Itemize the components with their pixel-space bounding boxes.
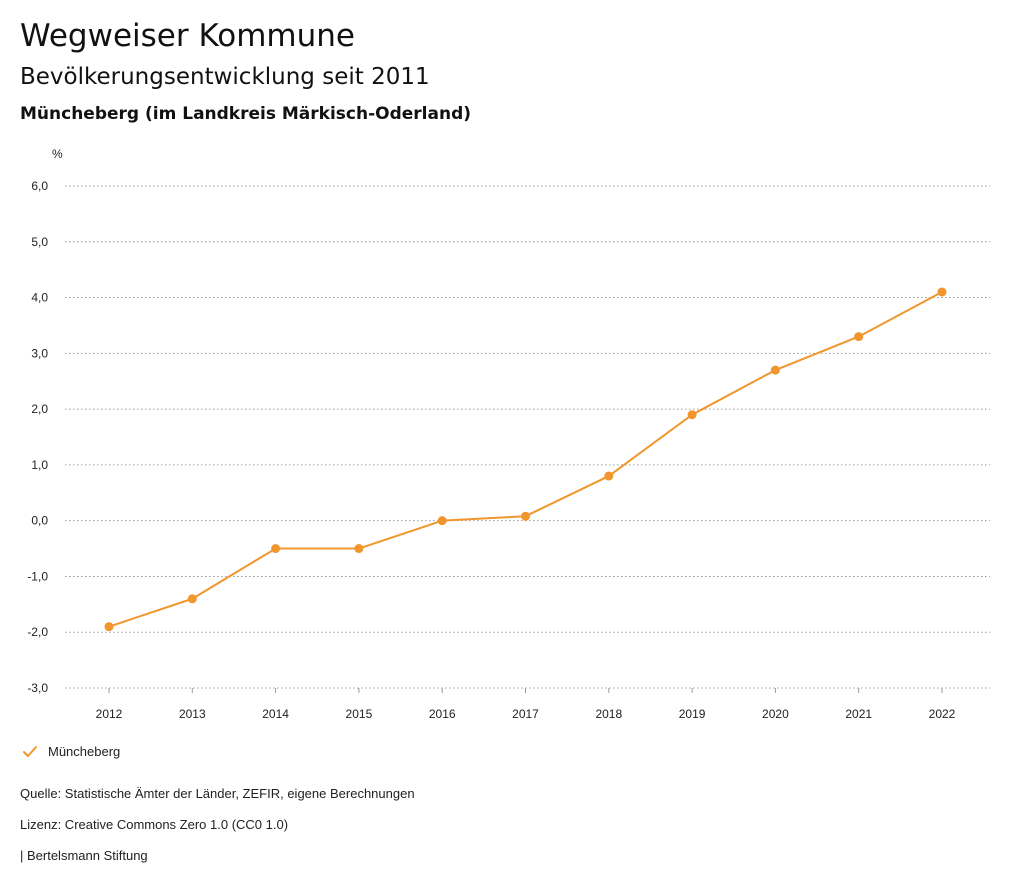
x-tick-label: 2021 — [845, 707, 872, 721]
region-label: Müncheberg (im Landkreis Märkisch-Oderla… — [20, 104, 472, 124]
grid-layer — [65, 185, 990, 689]
y-tick-label: 5,0 — [31, 235, 48, 249]
data-point[interactable] — [104, 622, 114, 632]
line-chart: %6,05,04,03,02,01,00,0-1,0-2,0-3,0 2012 2… — [27, 147, 990, 721]
y-tick-label: -2,0 — [27, 625, 48, 639]
data-point[interactable] — [937, 287, 947, 297]
y-axis: % 6,0 5,0 4,0 3,0 2,0 1,0 0,0 -1,0 -2,0 -3,0 — [27, 147, 63, 695]
chart-subtitle: Bevölkerungsentwicklung seit 2011 — [20, 64, 430, 90]
x-tick-label: 2018 — [595, 707, 622, 721]
x-tick-label: 2016 — [429, 707, 456, 721]
data-point[interactable] — [521, 511, 530, 521]
legend-item-muencheberg[interactable]: Müncheberg — [22, 744, 120, 759]
x-axis: 2012 2013 2014 2015 2016 2017 2018 2019 2020 2021… — [96, 688, 956, 721]
legend-label: Müncheberg — [48, 744, 121, 759]
y-tick-label: 2,0 — [31, 402, 48, 416]
data-point[interactable] — [854, 332, 864, 342]
page-title: Wegweiser Kommune — [20, 18, 355, 54]
x-tick-label: 2012 — [96, 707, 123, 721]
y-tick-label: 3,0 — [31, 346, 48, 360]
publisher-note: | Bertelsmann Stiftung — [20, 848, 148, 863]
y-unit-label: % — [52, 147, 63, 161]
y-tick-label: 0,0 — [31, 514, 48, 528]
x-tick-label: 2017 — [512, 707, 539, 721]
data-point[interactable] — [604, 471, 614, 481]
x-tick-label: 2022 — [929, 707, 956, 721]
checkmark-icon — [23, 745, 37, 757]
series-layer — [104, 287, 947, 632]
y-tick-label: 6,0 — [31, 179, 48, 193]
y-tick-label: -3,0 — [27, 681, 48, 695]
y-tick-label: -1,0 — [27, 569, 48, 583]
x-tick-label: 2019 — [679, 707, 706, 721]
data-point[interactable] — [437, 516, 447, 526]
data-point[interactable] — [271, 544, 281, 554]
x-tick-label: 2015 — [346, 707, 373, 721]
license-note: Lizenz: Creative Commons Zero 1.0 (CC0 1… — [20, 817, 289, 832]
data-point[interactable] — [354, 544, 364, 554]
source-note: Quelle: Statistische Ämter der Länder, Z… — [20, 786, 415, 801]
x-tick-label: 2020 — [762, 707, 789, 721]
data-point[interactable] — [187, 594, 197, 604]
y-tick-label: 4,0 — [31, 291, 48, 305]
x-tick-label: 2014 — [262, 707, 289, 721]
data-point[interactable] — [770, 365, 780, 375]
data-point[interactable] — [687, 410, 697, 420]
x-tick-label: 2013 — [179, 707, 206, 721]
y-tick-label: 1,0 — [31, 458, 48, 472]
